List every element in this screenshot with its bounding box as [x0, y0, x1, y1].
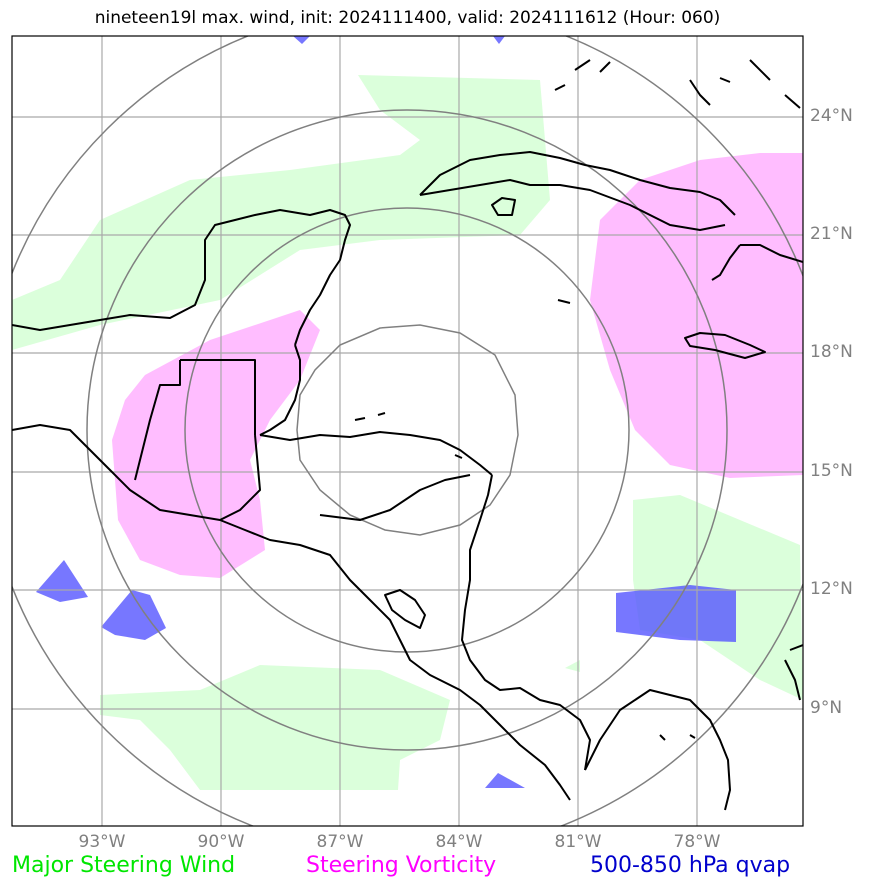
range-ring-inner [296, 324, 519, 536]
qvap-region-1 [36, 560, 88, 602]
lat-label-9: 9°N [810, 698, 843, 718]
steering-wind-region-north [12, 75, 550, 350]
qvap-region-3 [616, 585, 736, 642]
qvap-region-6 [493, 36, 505, 44]
lat-label-21: 21°N [810, 224, 853, 244]
lat-label-24: 24°N [810, 106, 853, 126]
coast-cuba-south [419, 179, 726, 231]
lon-label-84w: 84°W [435, 832, 483, 852]
map-title: nineteen19l max. wind, init: 2024111400,… [94, 8, 721, 28]
coast-isla-juventud [491, 197, 516, 216]
coast-nicaragua-east [461, 474, 591, 771]
coast-mexico-gulf [12, 209, 351, 346]
coast-honduras-north [259, 431, 493, 476]
steering-wind-regions [12, 75, 803, 790]
coast-bahamas [554, 59, 801, 109]
range-ring-3 [86, 109, 728, 751]
border-honduras-nicaragua [319, 474, 471, 521]
graticule [12, 36, 803, 826]
coast-pacific [12, 424, 571, 801]
coastlines [12, 59, 803, 811]
steering-wind-region-east-sliver [565, 660, 580, 672]
coast-lake-nicaragua [384, 589, 426, 629]
legend-steering-wind: Major Steering Wind [12, 853, 236, 878]
coast-jamaica [684, 332, 766, 359]
legend-qvap: 500-850 hPa qvap [590, 853, 791, 878]
lat-label-12: 12°N [810, 579, 853, 599]
lat-label-15: 15°N [810, 461, 853, 481]
qvap-region-5 [293, 36, 310, 44]
qvap-region-2 [101, 590, 166, 640]
coast-colombia [784, 644, 803, 701]
lat-label-18: 18°N [810, 342, 853, 362]
lon-label-87w: 87°W [316, 832, 364, 852]
coast-cuba [419, 151, 736, 216]
coast-belize [259, 344, 301, 436]
map-frame [11, 35, 804, 827]
coast-panama [584, 689, 731, 811]
qvap-region-4 [485, 773, 525, 788]
border-guatemala-honduras [219, 434, 261, 521]
coast-islands-misc [354, 299, 696, 741]
steering-wind-region-south [100, 665, 450, 790]
lon-label-78w: 78°W [673, 832, 721, 852]
coast-hispaniola [711, 244, 803, 281]
qvap-regions [36, 36, 736, 788]
lon-label-93w: 93°W [78, 832, 126, 852]
lon-label-90w: 90°W [197, 832, 245, 852]
border-mexico-guatemala [134, 359, 256, 481]
legend-steering-vorticity: Steering Vorticity [306, 853, 497, 878]
lon-label-81w: 81°W [554, 832, 602, 852]
